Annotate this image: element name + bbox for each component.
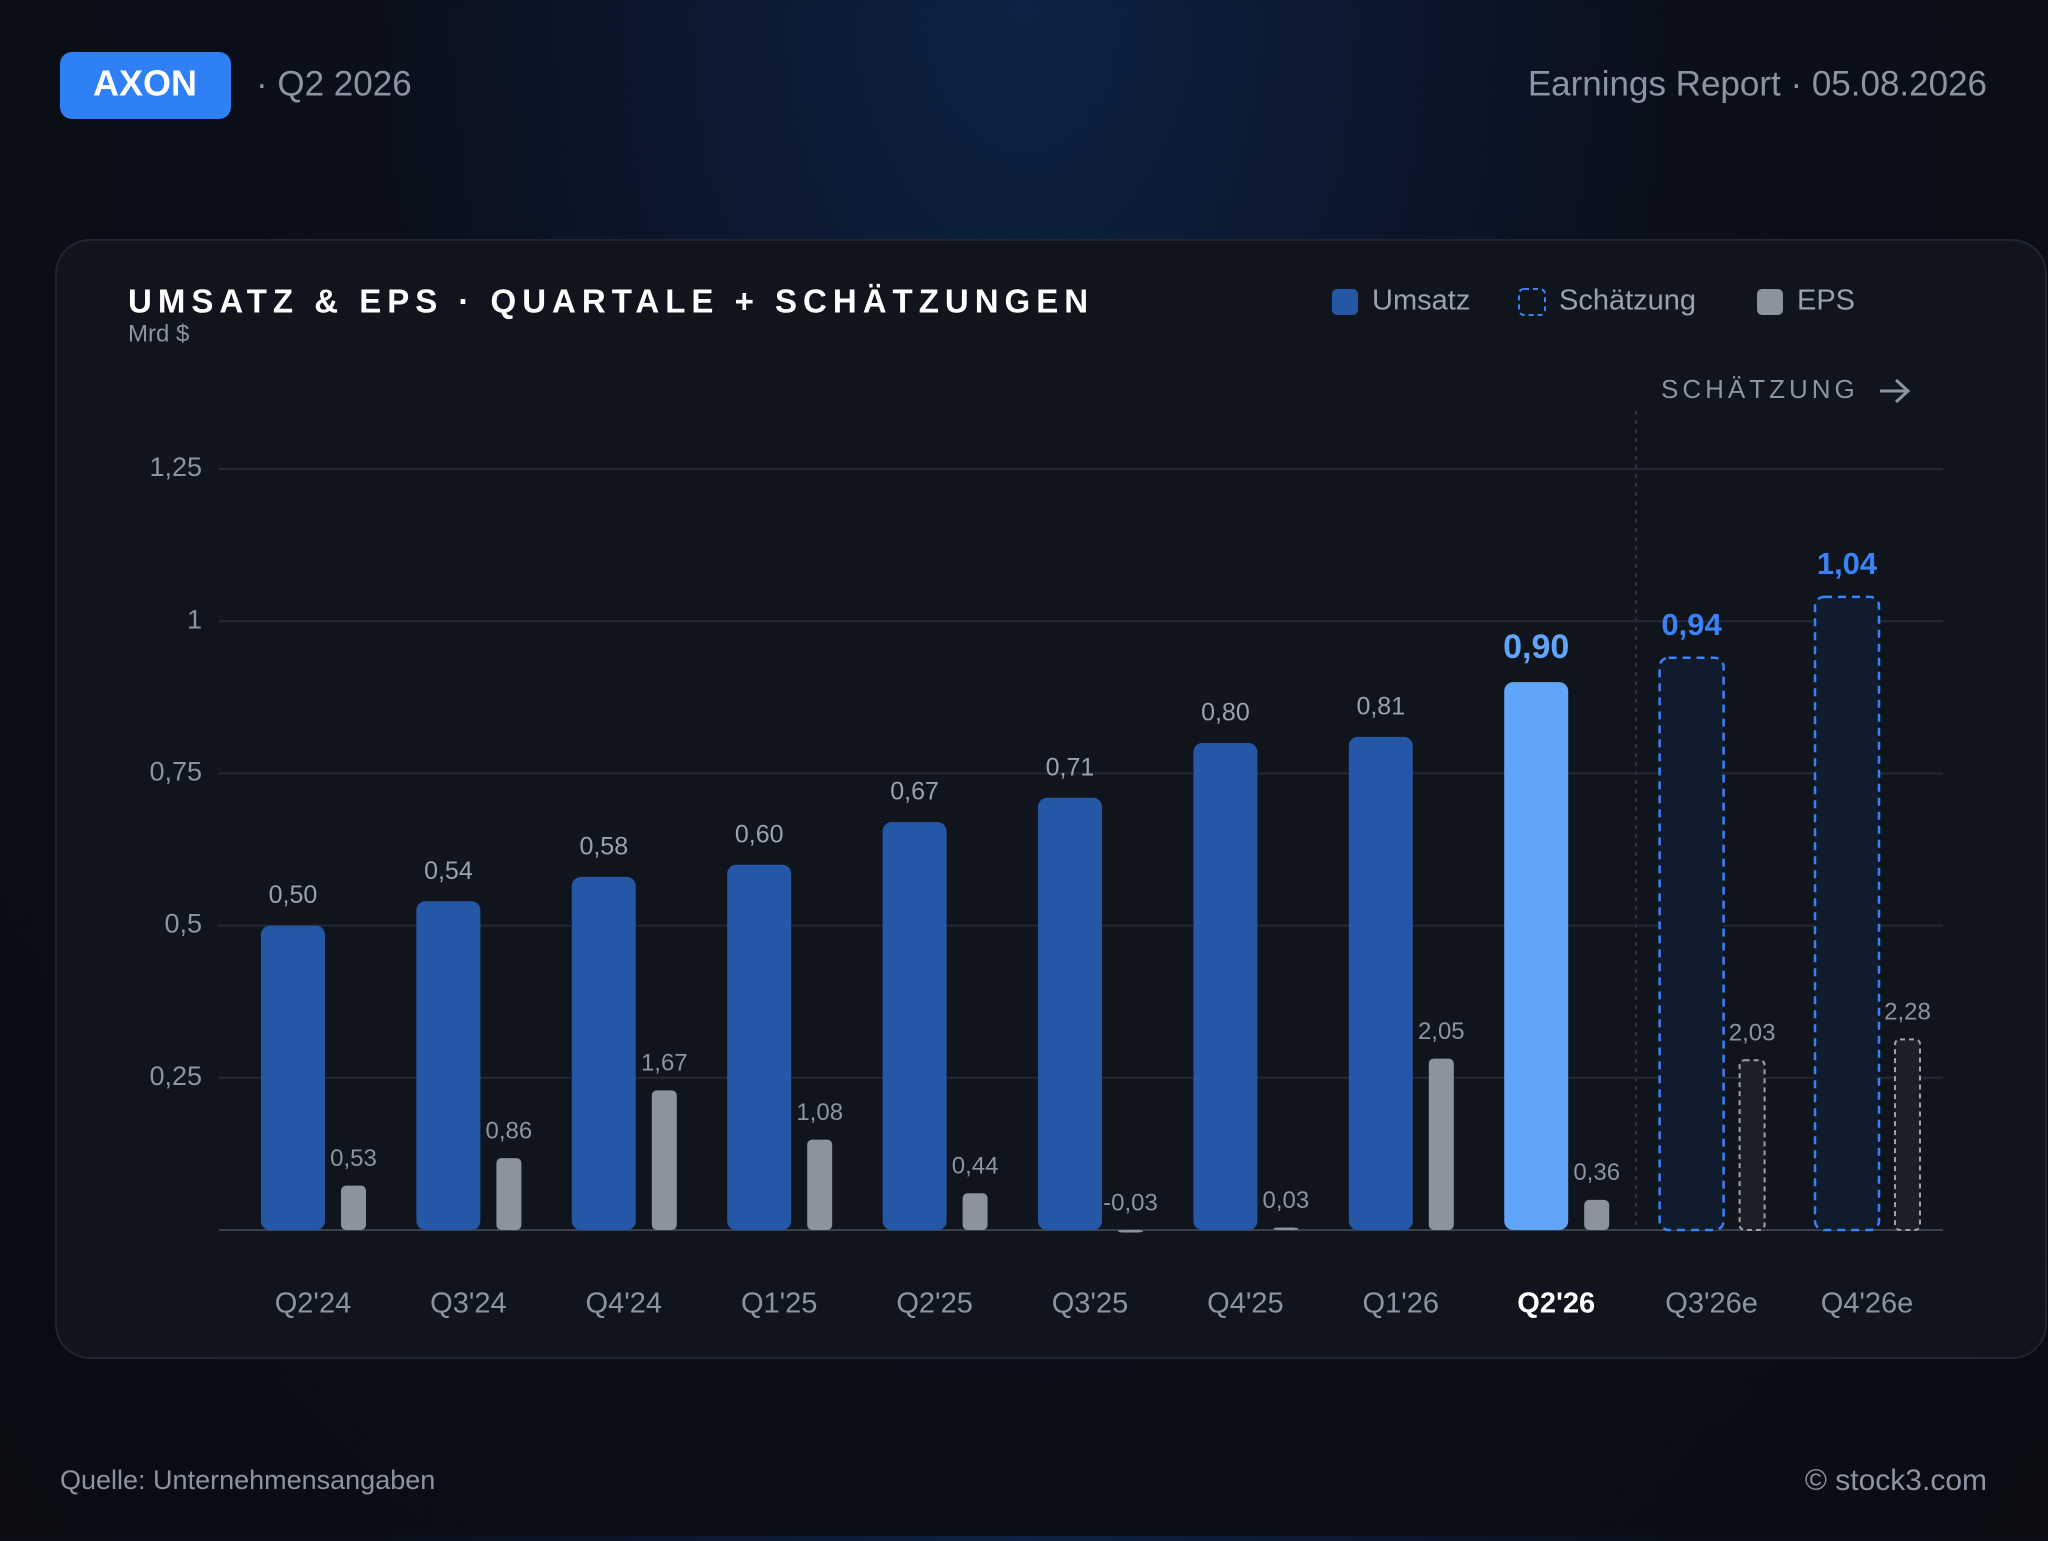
ticker: AXON <box>93 63 197 104</box>
x-tick-label: Q1'26 <box>1363 1288 1439 1320</box>
eps-label: 1,08 <box>796 1099 843 1126</box>
eps-bar <box>651 1090 677 1230</box>
eps-label: 0,53 <box>330 1145 377 1172</box>
revenue-label: 0,54 <box>424 857 473 885</box>
x-tick-label: Q2'25 <box>896 1288 972 1320</box>
ticker-badge <box>60 52 231 119</box>
revenue-bar <box>261 925 325 1230</box>
x-tick-label: Q3'25 <box>1052 1288 1128 1320</box>
eps-bar <box>1273 1227 1299 1230</box>
revenue-label: 0,90 <box>1503 628 1569 666</box>
legend-swatch <box>1757 289 1783 315</box>
copyright: © stock3.com <box>1805 1464 1987 1497</box>
eps-label: 1,67 <box>641 1050 688 1077</box>
eps-bar <box>1584 1199 1610 1230</box>
x-tick-label: Q3'24 <box>430 1288 506 1320</box>
eps-label: 2,28 <box>1884 999 1931 1026</box>
source: Quelle: Unternehmensangaben <box>60 1465 435 1495</box>
y-tick-label: 1,25 <box>149 452 202 482</box>
estimate-label: 0,94 <box>1661 607 1722 642</box>
revenue-bar <box>571 876 636 1230</box>
revenue-label: 0,80 <box>1201 699 1250 727</box>
revenue-bar <box>882 822 947 1230</box>
x-tick-label: Q3'26e <box>1665 1288 1758 1320</box>
legend-label: Umsatz <box>1372 285 1470 317</box>
revenue-bar <box>416 901 481 1230</box>
revenue-label: 0,67 <box>890 778 939 806</box>
revenue-label: 0,58 <box>579 833 628 861</box>
x-tick-label: Q4'25 <box>1207 1288 1283 1320</box>
estimate-bar <box>1658 656 1725 1232</box>
revenue-label: 0,50 <box>269 881 318 909</box>
revenue-label: 0,81 <box>1356 692 1405 720</box>
y-tick-label: 0,75 <box>149 757 202 787</box>
y-tick-label: 0,5 <box>164 909 202 939</box>
eps-bar <box>962 1193 988 1230</box>
eps-bar <box>807 1139 833 1230</box>
x-tick-label: Q4'24 <box>586 1288 662 1320</box>
eps-bar <box>1428 1058 1454 1230</box>
legend-swatch <box>1518 288 1546 316</box>
y-tick-label: 1 <box>187 604 202 634</box>
revenue-bar <box>1504 682 1569 1230</box>
legend-swatch <box>1332 289 1358 315</box>
subtitle: Mrd $ <box>128 320 189 347</box>
eps-label: -0,03 <box>1103 1189 1158 1216</box>
estimate-label: 1,04 <box>1817 546 1878 581</box>
eps-bar <box>1118 1230 1143 1233</box>
revenue-bar <box>727 864 792 1230</box>
legend-label: Schätzung <box>1559 285 1696 317</box>
eps-label: 2,03 <box>1729 1020 1776 1047</box>
x-tick-label: Q4'26e <box>1821 1288 1914 1320</box>
eps-bar <box>1894 1038 1921 1232</box>
arrow <box>1880 378 1911 404</box>
eps-label: 0,36 <box>1573 1159 1620 1186</box>
x-tick-label: Q1'25 <box>741 1288 817 1320</box>
revenue-label: 0,60 <box>735 820 784 848</box>
revenue-label: 0,71 <box>1046 753 1095 781</box>
estimate-bar <box>1813 595 1881 1232</box>
legend-label: EPS <box>1797 285 1855 317</box>
revenue-bar <box>1193 742 1258 1230</box>
eps-bar <box>1738 1059 1766 1231</box>
eps-label: 0,44 <box>952 1153 999 1180</box>
revenue-bar <box>1348 736 1413 1230</box>
y-tick-label: 0,25 <box>149 1061 202 1091</box>
eps-bar <box>496 1158 522 1230</box>
eps-label: 0,86 <box>486 1117 533 1144</box>
period: · Q2 2026 <box>256 64 412 103</box>
x-tick-label: Q2'26 <box>1517 1288 1595 1320</box>
eps-label: 2,05 <box>1418 1018 1465 1045</box>
revenue-bar <box>1038 797 1102 1230</box>
x-tick-label: Q2'24 <box>275 1288 351 1320</box>
estimate-annotation: SCHÄTZUNG <box>1661 374 1859 404</box>
eps-label: 0,03 <box>1263 1187 1310 1214</box>
chart-title: UMSATZ & EPS · QUARTALE + SCHÄTZUNGEN <box>128 283 1094 320</box>
eps-bar <box>341 1185 366 1230</box>
report-date: Earnings Report · 05.08.2026 <box>1528 64 1987 103</box>
